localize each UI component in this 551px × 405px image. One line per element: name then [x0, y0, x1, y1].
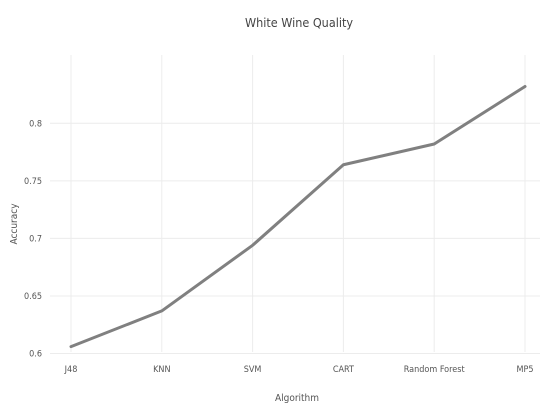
x-tick-label: CART: [333, 365, 354, 375]
y-tick-label: 0.6: [29, 349, 42, 359]
x-tick-label: Random Forest: [404, 365, 465, 375]
y-axis-label: Accuracy: [9, 203, 20, 245]
x-tick-label: J48: [64, 365, 78, 375]
x-tick-label: SVM: [244, 365, 262, 375]
x-tick-label: KNN: [153, 365, 170, 375]
x-tick-label: MP5: [516, 365, 533, 375]
series-line: [69, 84, 527, 349]
x-gridlines: [70, 55, 526, 352]
y-tick-label: 0.7: [29, 234, 42, 244]
chart-title: White Wine Quality: [245, 15, 353, 30]
x-axis-label: Algorithm: [275, 393, 319, 404]
y-tick-label: 0.65: [24, 292, 42, 302]
y-tick-label: 0.8: [29, 119, 42, 129]
x-axis-ticks: J48 KNN SVM CART Random Forest MP5: [64, 365, 534, 375]
y-axis-ticks: 0.6 0.65 0.7 0.75 0.8: [24, 119, 42, 359]
y-tick-label: 0.75: [24, 177, 42, 187]
y-gridlines: [50, 122, 540, 354]
series-group: [69, 84, 527, 349]
